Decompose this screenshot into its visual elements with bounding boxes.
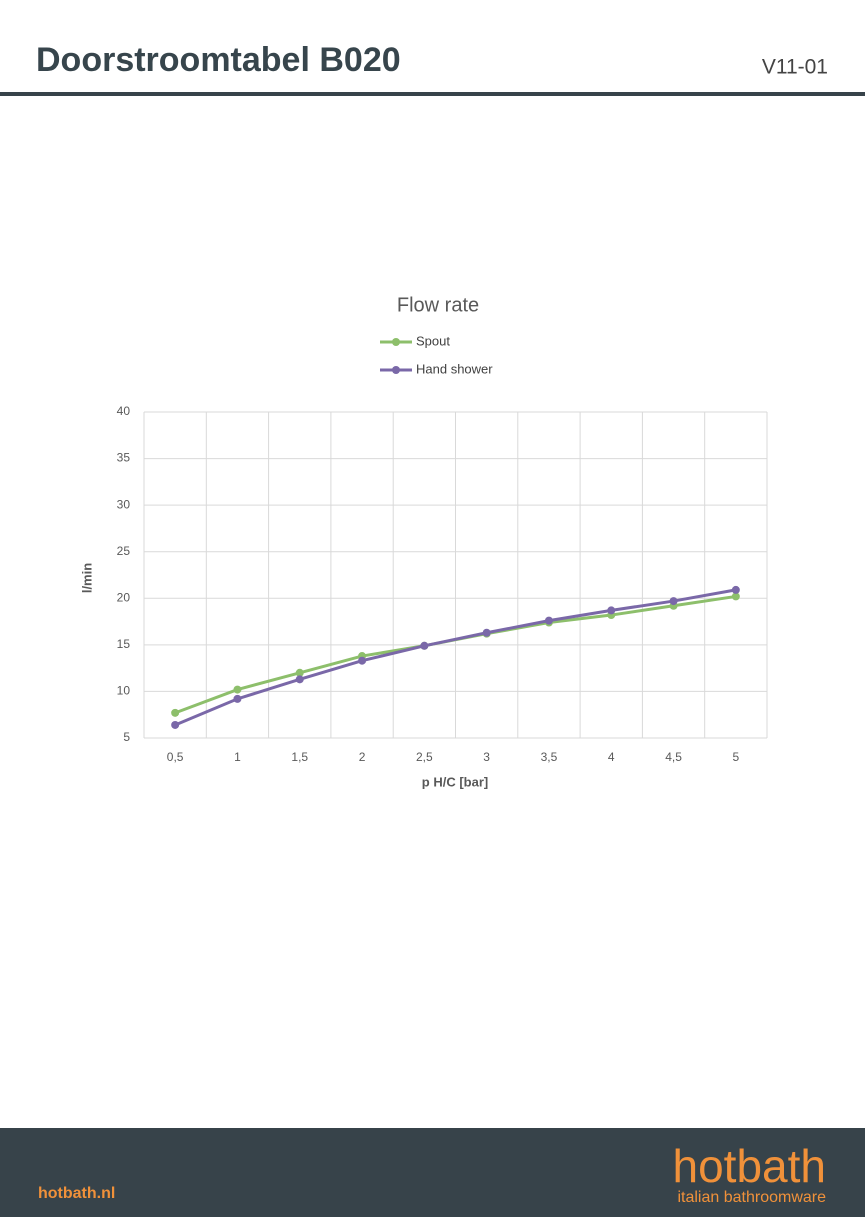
x-axis-label: p H/C [bar] bbox=[422, 774, 488, 789]
website[interactable]: hotbath.nl bbox=[38, 1185, 115, 1202]
y-tick-label: 40 bbox=[117, 404, 131, 418]
data-point bbox=[669, 597, 678, 606]
data-point bbox=[420, 641, 429, 650]
y-tick-label: 5 bbox=[123, 730, 130, 744]
y-tick-label: 15 bbox=[117, 637, 131, 651]
data-point bbox=[607, 606, 616, 615]
x-tick-label: 4 bbox=[608, 750, 615, 764]
legend-marker bbox=[392, 338, 400, 346]
legend-marker bbox=[392, 366, 400, 374]
x-tick-label: 4,5 bbox=[665, 750, 682, 764]
y-tick-label: 35 bbox=[117, 451, 131, 465]
x-tick-label: 2,5 bbox=[416, 750, 433, 764]
data-point bbox=[358, 656, 367, 665]
data-point bbox=[171, 720, 180, 729]
footer bbox=[0, 1128, 865, 1217]
legend-label: Hand shower bbox=[416, 361, 493, 376]
legend-label: Spout bbox=[416, 333, 450, 348]
version: V11-01 bbox=[762, 56, 828, 79]
x-tick-label: 0,5 bbox=[167, 750, 184, 764]
logo: hotbath bbox=[673, 1140, 826, 1192]
data-point bbox=[731, 592, 740, 601]
y-axis-label: l/min bbox=[79, 563, 94, 593]
data-point bbox=[295, 668, 304, 677]
data-point bbox=[295, 675, 304, 684]
x-tick-label: 3,5 bbox=[541, 750, 558, 764]
data-point bbox=[482, 628, 491, 637]
x-tick-label: 1,5 bbox=[291, 750, 308, 764]
y-tick-label: 20 bbox=[117, 590, 131, 604]
y-tick-label: 30 bbox=[117, 497, 131, 511]
x-tick-label: 5 bbox=[733, 750, 740, 764]
data-point bbox=[544, 616, 553, 625]
y-tick-label: 10 bbox=[117, 684, 131, 698]
y-tick-label: 25 bbox=[117, 544, 131, 558]
data-point bbox=[233, 694, 242, 703]
page-title: Doorstroomtabel B020 bbox=[36, 41, 401, 79]
series-line bbox=[174, 588, 737, 727]
chart-title: Flow rate bbox=[397, 294, 479, 316]
data-point bbox=[233, 685, 242, 694]
data-point bbox=[731, 585, 740, 594]
data-point bbox=[171, 708, 180, 717]
x-tick-label: 3 bbox=[483, 750, 490, 764]
x-tick-label: 1 bbox=[234, 750, 241, 764]
header-rule bbox=[0, 92, 865, 96]
tagline: italian bathroomware bbox=[677, 1189, 826, 1206]
x-tick-label: 2 bbox=[359, 750, 366, 764]
